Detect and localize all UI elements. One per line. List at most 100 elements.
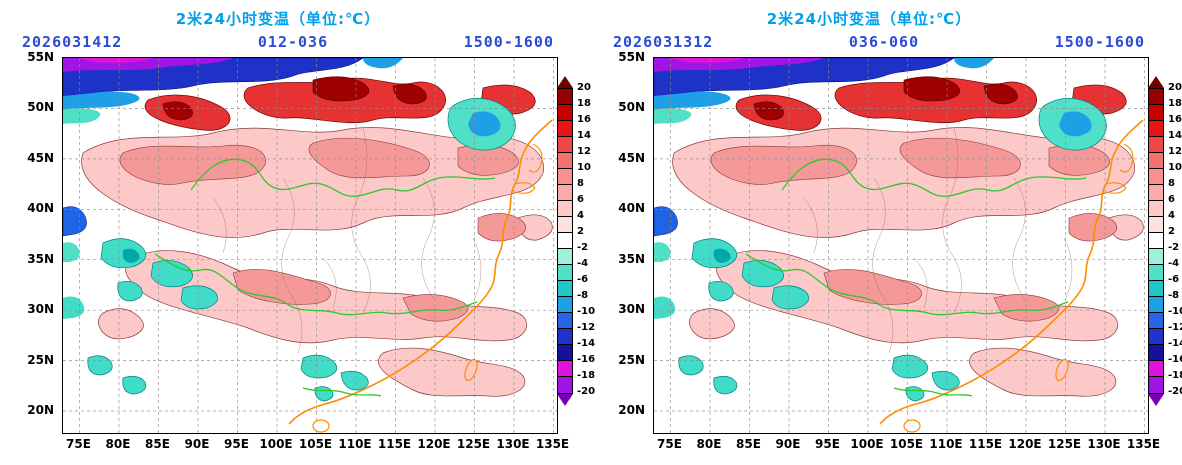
lon-tick-label: 85E bbox=[736, 437, 761, 451]
colorbar: 20 18 16 14 12 10 8 6 4 2 -2 -4 -6 -8 -10 -12 -14 -16 -18 -… bbox=[557, 76, 595, 410]
map-image bbox=[63, 58, 557, 433]
colorbar-bottom-arrow bbox=[1148, 394, 1164, 406]
lon-tick-label: 115E bbox=[377, 437, 412, 451]
colorbar-label: 16 bbox=[577, 114, 591, 125]
colorbar-cell bbox=[1149, 377, 1163, 393]
lon-axis: 75E 80E 85E 90E 95E 100E 105E 110E 115E 120E 125E 1… bbox=[653, 437, 1160, 453]
lon-tick-label: 100E bbox=[259, 437, 293, 451]
lat-tick-label: 20N bbox=[618, 403, 645, 417]
lon-tick-label: 135E bbox=[1126, 437, 1161, 451]
colorbar-label: 10 bbox=[577, 162, 591, 173]
colorbar-label: 16 bbox=[1168, 114, 1182, 125]
colorbar-cell bbox=[1149, 297, 1163, 313]
lat-tick-label: 30N bbox=[618, 302, 645, 317]
colorbar-label: 2 bbox=[577, 226, 584, 237]
lon-tick-label: 110E bbox=[929, 437, 963, 451]
colorbar-bottom-arrow bbox=[557, 394, 573, 406]
colorbar-cell bbox=[1149, 89, 1163, 105]
colorbar-cell bbox=[1149, 233, 1163, 249]
colorbar-cell bbox=[558, 345, 572, 361]
lat-tick-label: 25N bbox=[27, 352, 54, 367]
colorbar-cell bbox=[1149, 105, 1163, 121]
colorbar-label: 14 bbox=[1168, 130, 1182, 141]
header-row: 2026031412 012-036 1500-1600 bbox=[22, 33, 554, 51]
colorbar-cell bbox=[558, 249, 572, 265]
colorbar-label: 20 bbox=[1168, 82, 1182, 93]
lon-tick-label: 75E bbox=[66, 437, 91, 451]
colorbar-cell bbox=[558, 121, 572, 137]
panel-right: 2米24小时变温（单位:℃） 2026031312 036-060 1500-1… bbox=[591, 0, 1182, 465]
colorbar: 20 18 16 14 12 10 8 6 4 2 -2 -4 -6 -8 -10 -12 -14 -16 -18 -… bbox=[1148, 76, 1182, 410]
colorbar-label: 20 bbox=[577, 82, 591, 93]
colorbar-cell bbox=[558, 377, 572, 393]
colorbar-label: 4 bbox=[1168, 210, 1175, 221]
colorbar-label: -6 bbox=[577, 274, 589, 285]
colorbar-cell bbox=[1149, 329, 1163, 345]
page-title: 2米24小时变温（单位:℃） bbox=[766, 10, 972, 28]
lon-tick-label: 110E bbox=[338, 437, 372, 451]
colorbar-cell bbox=[558, 201, 572, 217]
colorbar-label: 8 bbox=[577, 178, 584, 189]
colorbar-label: -18 bbox=[577, 370, 596, 381]
colorbar-cells bbox=[1148, 88, 1164, 394]
colorbar-label: -14 bbox=[1168, 338, 1182, 349]
colorbar-label: -4 bbox=[577, 258, 589, 269]
map-canvas bbox=[653, 57, 1149, 434]
colorbar-label: 8 bbox=[1168, 178, 1175, 189]
lon-tick-label: 120E bbox=[417, 437, 451, 451]
colorbar-cell bbox=[1149, 361, 1163, 377]
colorbar-top-arrow bbox=[557, 76, 573, 88]
colorbar-cell bbox=[1149, 201, 1163, 217]
lat-tick-label: 50N bbox=[618, 100, 645, 115]
lon-tick-label: 80E bbox=[105, 437, 131, 451]
colorbar-cell bbox=[558, 265, 572, 281]
colorbar-label: -6 bbox=[1168, 274, 1180, 285]
lon-tick-label: 115E bbox=[968, 437, 1003, 451]
colorbar-cell bbox=[1149, 185, 1163, 201]
lat-tick-label: 40N bbox=[27, 201, 54, 216]
colorbar-label: -16 bbox=[1168, 354, 1182, 365]
colorbar-cell bbox=[558, 185, 572, 201]
lat-tick-label: 20N bbox=[27, 403, 54, 417]
colorbar-label: 6 bbox=[577, 194, 584, 205]
lon-axis: 75E 80E 85E 90E 95E 100E 105E 110E 115E 120E 125E 1… bbox=[62, 437, 569, 453]
colorbar-label: -20 bbox=[577, 386, 596, 397]
colorbar-cell bbox=[558, 137, 572, 153]
colorbar-label: 2 bbox=[1168, 226, 1175, 237]
colorbar-cell bbox=[1149, 345, 1163, 361]
lat-axis: 55N 50N 45N 40N 35N 30N 25N 20N bbox=[0, 50, 58, 432]
lat-axis: 55N 50N 45N 40N 35N 30N 25N 20N bbox=[591, 50, 649, 432]
colorbar-label: 12 bbox=[577, 146, 591, 157]
colorbar-cells bbox=[557, 88, 573, 394]
lat-tick-label: 55N bbox=[618, 50, 645, 64]
colorbar-cell bbox=[558, 169, 572, 185]
lon-tick-label: 75E bbox=[657, 437, 682, 451]
colorbar-label: -12 bbox=[577, 322, 596, 333]
lon-tick-label: 90E bbox=[184, 437, 210, 451]
valid-label: 1500-1600 bbox=[463, 33, 554, 51]
forecast-range: 036-060 bbox=[848, 33, 920, 51]
lat-tick-label: 35N bbox=[27, 251, 54, 266]
lat-tick-label: 30N bbox=[27, 302, 54, 317]
colorbar-label: 18 bbox=[577, 98, 591, 109]
colorbar-cell bbox=[558, 297, 572, 313]
lat-tick-label: 55N bbox=[27, 50, 54, 64]
colorbar-label: -16 bbox=[577, 354, 596, 365]
colorbar-cell bbox=[558, 281, 572, 297]
map-canvas bbox=[62, 57, 558, 434]
lon-tick-label: 95E bbox=[224, 437, 249, 451]
colorbar-label: -10 bbox=[1168, 306, 1182, 317]
colorbar-cell bbox=[1149, 121, 1163, 137]
colorbar-label: -20 bbox=[1168, 386, 1182, 397]
colorbar-label: -10 bbox=[577, 306, 596, 317]
colorbar-top-arrow bbox=[1148, 76, 1164, 88]
colorbar-cell bbox=[558, 329, 572, 345]
colorbar-cell bbox=[1149, 313, 1163, 329]
colorbar-label: 14 bbox=[577, 130, 591, 141]
colorbar-cell bbox=[558, 89, 572, 105]
lon-tick-label: 85E bbox=[145, 437, 170, 451]
forecast-range: 012-036 bbox=[257, 33, 329, 51]
colorbar-cell bbox=[558, 361, 572, 377]
colorbar-label: 4 bbox=[577, 210, 584, 221]
colorbar-label: -4 bbox=[1168, 258, 1180, 269]
